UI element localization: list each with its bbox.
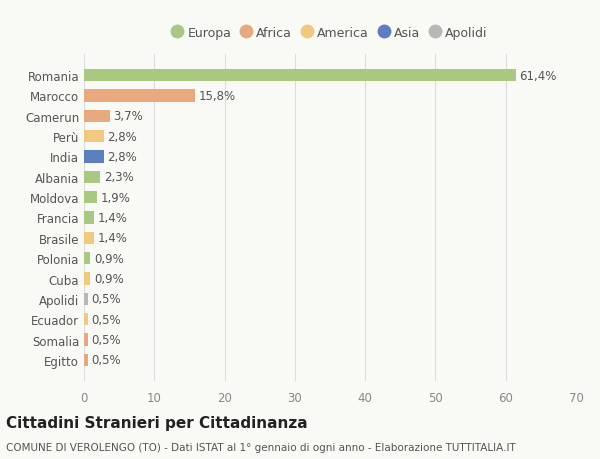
Text: 2,3%: 2,3%	[104, 171, 133, 184]
Bar	[84, 171, 100, 184]
Text: 1,9%: 1,9%	[101, 191, 131, 204]
Bar	[84, 212, 94, 224]
Bar	[84, 313, 88, 325]
Bar	[84, 131, 104, 143]
Text: 15,8%: 15,8%	[199, 90, 236, 103]
Text: 61,4%: 61,4%	[519, 69, 556, 83]
Text: 0,9%: 0,9%	[94, 252, 124, 265]
Text: 1,4%: 1,4%	[97, 212, 127, 224]
Text: COMUNE DI VEROLENGO (TO) - Dati ISTAT al 1° gennaio di ogni anno - Elaborazione : COMUNE DI VEROLENGO (TO) - Dati ISTAT al…	[6, 442, 516, 452]
Bar	[84, 273, 91, 285]
Legend: Europa, Africa, America, Asia, Apolidi: Europa, Africa, America, Asia, Apolidi	[167, 22, 493, 45]
Bar	[84, 252, 91, 265]
Text: 1,4%: 1,4%	[97, 232, 127, 245]
Bar	[84, 354, 88, 366]
Bar	[84, 232, 94, 244]
Text: 3,7%: 3,7%	[113, 110, 143, 123]
Text: 0,5%: 0,5%	[91, 333, 121, 346]
Text: 0,9%: 0,9%	[94, 272, 124, 285]
Text: 0,5%: 0,5%	[91, 353, 121, 367]
Text: Cittadini Stranieri per Cittadinanza: Cittadini Stranieri per Cittadinanza	[6, 415, 308, 431]
Bar	[84, 334, 88, 346]
Bar	[84, 70, 515, 82]
Bar	[84, 90, 195, 102]
Text: 2,8%: 2,8%	[107, 130, 137, 143]
Bar	[84, 293, 88, 305]
Bar	[84, 151, 104, 163]
Bar	[84, 111, 110, 123]
Bar	[84, 192, 97, 204]
Text: 0,5%: 0,5%	[91, 313, 121, 326]
Text: 2,8%: 2,8%	[107, 151, 137, 164]
Text: 0,5%: 0,5%	[91, 293, 121, 306]
